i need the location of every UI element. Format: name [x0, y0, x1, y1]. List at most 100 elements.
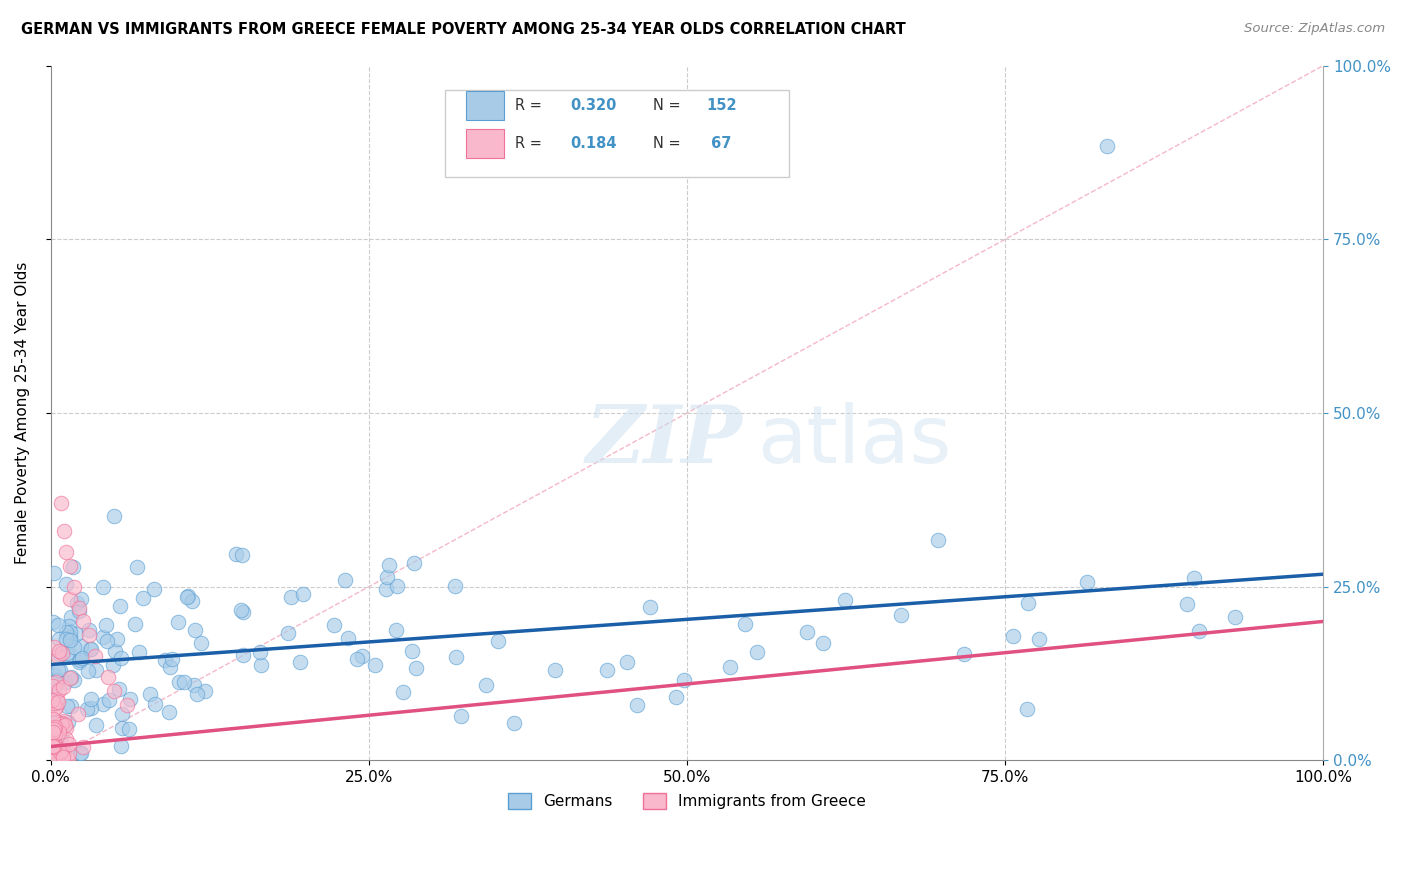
Point [67, 655, 90, 669]
Point [94, 618, 117, 632]
Point [391, 685, 413, 699]
Text: atlas: atlas [756, 401, 952, 480]
Point [77, 628, 100, 642]
Point [1095, 138, 1118, 153]
Point [69, 653, 91, 667]
Point [56, 698, 79, 713]
Point [91, 580, 114, 594]
Point [1175, 598, 1198, 612]
Point [91, 697, 114, 711]
Point [55, 632, 77, 646]
Point [51, 745, 73, 759]
Point [128, 645, 150, 659]
Point [41, 693, 63, 707]
Point [503, 716, 526, 731]
Point [93, 631, 115, 645]
Point [290, 656, 312, 670]
Point [173, 675, 195, 690]
Text: N =: N = [652, 98, 685, 113]
Point [52, 524, 75, 538]
Point [444, 650, 467, 665]
Point [41, 740, 63, 755]
Point [53, 717, 76, 731]
Point [84, 664, 107, 678]
Point [46, 695, 69, 709]
Point [41, 725, 63, 739]
Point [45, 673, 67, 687]
Point [132, 591, 155, 606]
Point [232, 648, 254, 663]
Point [45, 674, 67, 689]
Point [486, 634, 509, 648]
Point [46, 648, 69, 663]
Point [84, 649, 107, 664]
Point [250, 657, 273, 672]
Point [55, 721, 77, 735]
Point [42, 722, 65, 736]
Point [249, 645, 271, 659]
Point [58, 746, 80, 760]
Point [387, 579, 409, 593]
Point [55, 545, 77, 559]
Text: Source: ZipAtlas.com: Source: ZipAtlas.com [1244, 22, 1385, 36]
Point [96, 634, 118, 648]
Point [67, 706, 90, 721]
Point [953, 647, 976, 661]
Point [167, 675, 190, 690]
Point [811, 636, 834, 650]
Point [734, 617, 756, 632]
Point [596, 663, 619, 677]
Point [443, 578, 465, 592]
Point [59, 610, 82, 624]
Point [46, 618, 69, 632]
Point [60, 699, 83, 714]
Point [718, 660, 741, 674]
Point [59, 558, 82, 573]
Text: GERMAN VS IMMIGRANTS FROM GREECE FEMALE POVERTY AMONG 25-34 YEAR OLDS CORRELATIO: GERMAN VS IMMIGRANTS FROM GREECE FEMALE … [21, 22, 905, 37]
Point [44, 720, 66, 734]
Point [364, 657, 387, 672]
Y-axis label: Female Poverty Among 25-34 Year Olds: Female Poverty Among 25-34 Year Olds [15, 262, 30, 564]
Point [1017, 596, 1039, 610]
Point [115, 698, 138, 712]
Point [118, 692, 141, 706]
Point [190, 636, 212, 650]
Text: 0.320: 0.320 [569, 98, 616, 113]
Point [59, 633, 82, 648]
Text: R =: R = [515, 136, 547, 151]
Point [44, 566, 66, 580]
Point [44, 681, 66, 695]
FancyBboxPatch shape [446, 90, 789, 177]
Point [97, 670, 120, 684]
Point [48, 632, 70, 646]
Point [350, 649, 373, 664]
Point [42, 679, 65, 693]
Point [42, 694, 65, 708]
Point [375, 582, 398, 596]
Point [110, 599, 132, 614]
Point [76, 701, 98, 715]
Point [42, 676, 65, 690]
Point [44, 700, 66, 714]
Point [186, 687, 208, 701]
FancyBboxPatch shape [465, 91, 503, 120]
Point [55, 576, 77, 591]
Point [103, 509, 125, 524]
Point [44, 750, 66, 764]
Point [544, 663, 567, 677]
Point [103, 684, 125, 698]
Point [104, 644, 127, 658]
Point [108, 682, 131, 697]
Point [58, 752, 80, 766]
Point [98, 692, 121, 706]
Point [405, 660, 427, 674]
Point [665, 690, 688, 705]
Point [70, 639, 93, 653]
Point [59, 671, 82, 685]
Point [59, 669, 82, 683]
Point [63, 640, 86, 655]
Point [139, 687, 162, 701]
Legend: Germans, Immigrants from Greece: Germans, Immigrants from Greece [502, 787, 872, 815]
Point [48, 722, 70, 736]
Point [280, 590, 302, 604]
